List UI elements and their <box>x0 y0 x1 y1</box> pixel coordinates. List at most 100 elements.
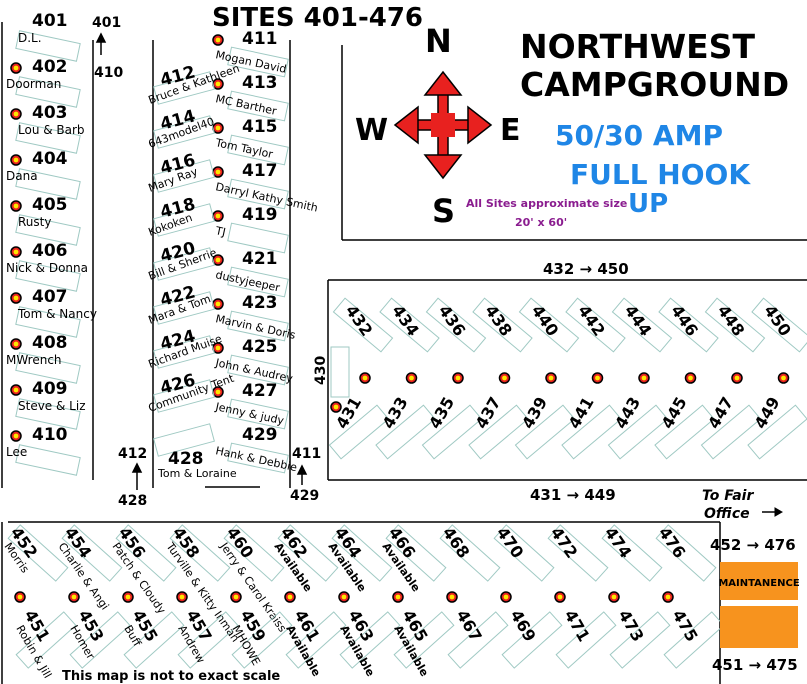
site-number-417: 417 <box>242 161 278 181</box>
site-name-419: TJ <box>213 224 226 239</box>
hookup-407-core <box>13 295 19 301</box>
site-pad-426 <box>153 379 215 413</box>
site-pad-406 <box>15 260 81 292</box>
hookup-423-core <box>215 301 221 307</box>
site-pad-409 <box>15 398 81 430</box>
site-pad-434 <box>379 297 440 353</box>
site-number-415: 415 <box>242 117 278 137</box>
site-pad-427 <box>227 398 289 430</box>
site-pad-467 <box>447 611 509 669</box>
hookup-455-core <box>125 594 131 600</box>
site-pad-446 <box>658 297 719 353</box>
site-name-402: Doorman <box>6 77 61 91</box>
site-pad-418 <box>153 203 215 237</box>
amp-label: 50/30 AMP <box>555 119 723 152</box>
site-number-407: 407 <box>32 287 68 307</box>
marker-arrow-icons <box>95 32 308 490</box>
campground-title-line1: NORTHWEST <box>520 27 755 66</box>
site-pad-415 <box>227 134 289 166</box>
site-pad-476 <box>655 524 717 582</box>
site-number-428: 428 <box>168 449 204 469</box>
hookup-line1: FULL HOOK <box>570 158 751 191</box>
hookup-475-core <box>665 594 671 600</box>
site-name-406: Nick & Donna <box>6 261 88 275</box>
site-number-404: 404 <box>32 149 68 169</box>
site-pad-445 <box>654 404 715 460</box>
site-name-401: D.L. <box>18 31 42 45</box>
range-431-449: 431 → 449 <box>530 486 616 504</box>
site-number-402: 402 <box>32 57 68 77</box>
hookup-467-core <box>449 594 455 600</box>
site-pad-460 <box>223 524 285 582</box>
fair-office-line1: To Fair <box>702 488 754 504</box>
site-pad-475 <box>663 611 725 669</box>
site-pad-433 <box>375 404 436 460</box>
site-pad-474 <box>601 524 663 582</box>
marker-429: 429 <box>290 488 319 504</box>
road-lines <box>1 22 807 684</box>
compass-north: N <box>425 22 452 60</box>
site-pad-420 <box>153 247 215 281</box>
site-number-429: 429 <box>242 425 278 445</box>
compass-arrows-icon <box>393 70 493 180</box>
fair-office-line2: Office <box>704 506 750 522</box>
hookup-442-core <box>595 375 600 381</box>
hookup-403-core <box>13 111 19 117</box>
hookup-453-core <box>71 594 77 600</box>
site-pad-419 <box>227 222 289 254</box>
site-pad-423 <box>227 310 289 342</box>
site-number-405: 405 <box>32 195 68 215</box>
site-name-428: Tom & Loraine <box>157 467 237 480</box>
site-number-408: 408 <box>32 333 68 353</box>
size-note-line1: All Sites approximate size <box>466 197 627 210</box>
site-number-411: 411 <box>242 29 278 49</box>
range-432-450: 432 → 450 <box>543 260 629 278</box>
site-pad-457 <box>177 611 239 669</box>
marker-410: 410 <box>94 65 123 81</box>
site-pad-454 <box>61 524 123 582</box>
maintenance-lot <box>720 606 798 648</box>
hookup-410-core <box>13 433 19 439</box>
site-pad-469 <box>501 611 563 669</box>
hookup-473-core <box>611 594 617 600</box>
hookup-444-core <box>641 375 647 381</box>
site-pad-473 <box>609 611 671 669</box>
hookup-431-core <box>333 404 339 410</box>
site-name-404: Dana <box>6 169 38 183</box>
site-pad-416 <box>153 159 215 193</box>
site-name-407: Tom & Nancy <box>17 307 97 321</box>
site-pad-438 <box>472 297 533 353</box>
site-pad-465 <box>393 611 455 669</box>
site-pad-470 <box>493 524 555 582</box>
site-pad-462 <box>277 524 339 582</box>
site-pad-430 <box>330 346 350 398</box>
site-pad-461 <box>285 611 347 669</box>
hookup-471-core <box>557 594 563 600</box>
site-pad-472 <box>547 524 609 582</box>
site-pad-436 <box>425 297 487 353</box>
site-name-405: Rusty <box>18 215 51 229</box>
site-pad-442 <box>565 297 626 353</box>
site-pad-424 <box>153 335 215 369</box>
site-pad-463 <box>339 611 401 669</box>
site-pad-468 <box>439 524 501 582</box>
hookup-413-core <box>215 81 221 87</box>
range-451-475: 451 → 475 <box>712 656 798 674</box>
hookup-417-core <box>215 169 221 175</box>
hookup-411-core <box>215 37 221 43</box>
site-number-419: 419 <box>242 205 278 225</box>
site-pad-403 <box>15 122 81 154</box>
site-pad-439 <box>514 404 576 460</box>
site-markers: 401 410 411 412 428 429 430 <box>92 15 329 509</box>
site-number-421: 421 <box>242 249 278 269</box>
site-pad-455 <box>123 611 185 669</box>
hookup-408-core <box>13 341 19 347</box>
site-number-423: 423 <box>242 293 278 313</box>
hookup-438-core <box>502 375 507 381</box>
marker-428: 428 <box>118 493 147 509</box>
site-pad-437 <box>468 404 529 460</box>
compass-east: E <box>500 113 521 148</box>
site-pad-450 <box>751 297 807 353</box>
site-pad-458 <box>169 524 231 582</box>
